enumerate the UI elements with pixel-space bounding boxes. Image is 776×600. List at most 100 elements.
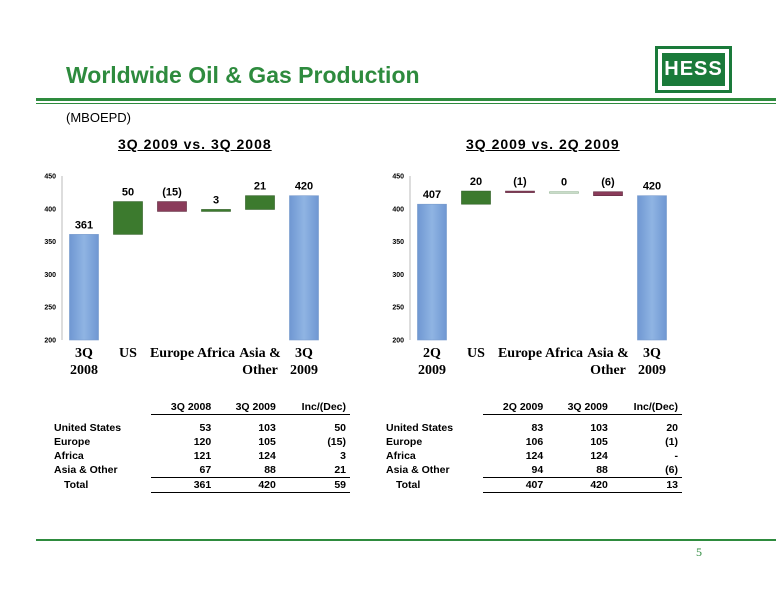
bar-3q-2009 bbox=[289, 195, 319, 341]
unit-label: (MBOEPD) bbox=[66, 110, 131, 125]
category-label: 2Q bbox=[423, 346, 441, 361]
row-label: Europe bbox=[386, 435, 423, 448]
chart-2-title: 3Q 2009 vs. 2Q 2009 bbox=[466, 136, 620, 152]
bar-2q-2009 bbox=[417, 203, 447, 341]
row-label: Asia & Other bbox=[386, 463, 450, 476]
cell: 124 bbox=[590, 449, 608, 462]
data-label: 3 bbox=[213, 194, 219, 206]
category-label: Europe bbox=[150, 346, 194, 361]
cell: (1) bbox=[665, 435, 678, 448]
header-rule bbox=[36, 98, 776, 101]
cell: 106 bbox=[525, 435, 544, 448]
cell: 67 bbox=[199, 463, 212, 476]
bar-us bbox=[113, 201, 143, 235]
data-label: 407 bbox=[423, 189, 441, 201]
y-tick-label: 450 bbox=[44, 174, 56, 181]
y-tick-label: 400 bbox=[44, 206, 56, 213]
table-header: Inc/(Dec) bbox=[611, 400, 682, 415]
table-header-blank bbox=[382, 400, 483, 415]
category-label: US bbox=[467, 346, 485, 361]
page-title: Worldwide Oil & Gas Production bbox=[66, 62, 420, 88]
table-row: Asia & Other 67 88 21 bbox=[50, 463, 350, 478]
y-tick-label: 200 bbox=[392, 338, 404, 345]
category-label: Africa bbox=[197, 346, 235, 361]
table-header: 3Q 2008 bbox=[150, 400, 216, 415]
table-total-row: Total 407 420 13 bbox=[382, 476, 682, 493]
y-tick-label: 450 bbox=[392, 174, 404, 181]
data-label: 420 bbox=[295, 181, 313, 193]
bar-3q-2009 bbox=[637, 195, 667, 341]
table-3q08-vs-3q09: 3Q 2008 3Q 2009 Inc/(Dec) United States … bbox=[50, 400, 350, 493]
y-tick-label: 350 bbox=[392, 239, 404, 246]
bar-us bbox=[461, 190, 491, 205]
cell: 59 bbox=[279, 476, 350, 493]
bar-europe bbox=[157, 201, 187, 212]
cell: 121 bbox=[193, 449, 212, 462]
row-label: Africa bbox=[386, 449, 416, 462]
category-label: Other bbox=[590, 363, 626, 378]
cell: 3 bbox=[340, 449, 346, 462]
category-label: Asia & bbox=[587, 346, 629, 361]
bar-3q-2008 bbox=[69, 234, 99, 341]
category-label: 2008 bbox=[70, 363, 98, 378]
cell: 53 bbox=[199, 421, 212, 434]
row-label: United States bbox=[54, 421, 122, 434]
category-label: US bbox=[119, 346, 137, 361]
cell: 21 bbox=[334, 463, 346, 476]
category-label: 2009 bbox=[418, 363, 446, 378]
y-tick-label: 250 bbox=[392, 305, 404, 312]
table-row: Europe 120 105 (15) bbox=[50, 435, 350, 449]
cell: 50 bbox=[334, 421, 346, 434]
cell: 94 bbox=[531, 463, 544, 476]
y-tick-label: 250 bbox=[44, 305, 56, 312]
category-label: 3Q bbox=[75, 346, 93, 361]
row-label: Total bbox=[396, 478, 421, 491]
category-label: Europe bbox=[498, 346, 542, 361]
category-label: 2009 bbox=[290, 363, 318, 378]
cell: 83 bbox=[531, 421, 544, 434]
table-row: Asia & Other 94 88 (6) bbox=[382, 463, 682, 478]
cell: 88 bbox=[264, 463, 276, 476]
y-tick-label: 350 bbox=[44, 239, 56, 246]
row-label: United States bbox=[386, 421, 454, 434]
cell: 103 bbox=[590, 421, 608, 434]
data-label: 50 bbox=[122, 187, 134, 199]
cell: 420 bbox=[215, 476, 280, 493]
table-2q09-vs-3q09: 2Q 2009 3Q 2009 Inc/(Dec) United States … bbox=[382, 400, 682, 493]
cell: 88 bbox=[596, 463, 608, 476]
row-label: Africa bbox=[54, 449, 84, 462]
cell: 105 bbox=[590, 435, 608, 448]
cell: 361 bbox=[150, 476, 216, 493]
data-label: 420 bbox=[643, 181, 661, 193]
cell: 13 bbox=[611, 476, 682, 493]
table-total-row: Total 361 420 59 bbox=[50, 476, 350, 493]
data-label: 21 bbox=[254, 181, 266, 193]
data-label: (15) bbox=[162, 187, 182, 199]
category-label: 2009 bbox=[638, 363, 666, 378]
cell: 103 bbox=[258, 421, 276, 434]
cell: 120 bbox=[193, 435, 212, 448]
bar-asia-other bbox=[245, 195, 275, 210]
table-header: 2Q 2009 bbox=[482, 400, 548, 415]
cell: (15) bbox=[327, 435, 346, 448]
table-header: Inc/(Dec) bbox=[279, 400, 350, 415]
data-label: (1) bbox=[513, 176, 527, 188]
category-label: Other bbox=[242, 363, 278, 378]
cell: (6) bbox=[665, 463, 678, 476]
y-tick-label: 300 bbox=[44, 272, 56, 279]
table-row: United States 83 103 20 bbox=[382, 421, 682, 435]
cell: - bbox=[674, 449, 679, 462]
y-tick-label: 300 bbox=[392, 272, 404, 279]
page-number: 5 bbox=[696, 545, 702, 559]
table-header: 3Q 2009 bbox=[215, 400, 280, 415]
y-tick-label: 200 bbox=[44, 338, 56, 345]
cell: 20 bbox=[666, 421, 678, 434]
category-label: 3Q bbox=[295, 346, 313, 361]
cell: 407 bbox=[482, 476, 548, 493]
bar-africa bbox=[201, 209, 231, 212]
waterfall-chart-2q09-vs-3q09: 200 250 300 350 400 450 407 2Q 2009 20 US (1) Europe… bbox=[392, 174, 667, 378]
table-header-blank bbox=[50, 400, 151, 415]
bar-africa bbox=[549, 191, 579, 194]
data-label: (6) bbox=[601, 177, 615, 189]
y-tick-label: 400 bbox=[392, 206, 404, 213]
